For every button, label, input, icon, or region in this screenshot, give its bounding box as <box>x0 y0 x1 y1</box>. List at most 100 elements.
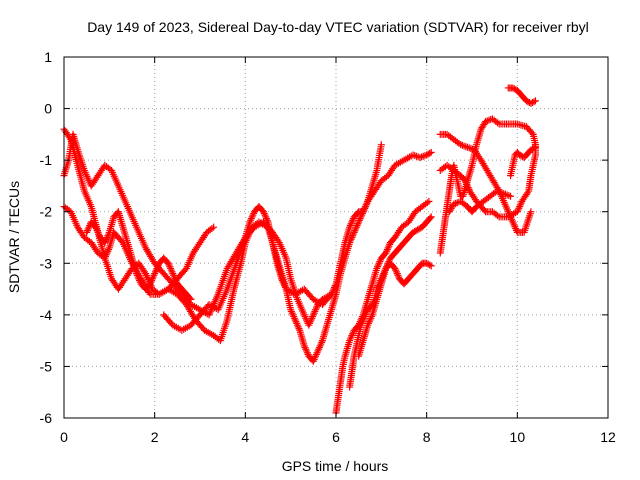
data-point <box>301 313 309 321</box>
data-point <box>513 208 521 216</box>
data-point <box>427 262 435 270</box>
data-point <box>310 356 318 364</box>
data-point <box>414 226 422 234</box>
data-point <box>423 259 431 267</box>
data-point <box>382 264 390 272</box>
data-point <box>366 316 374 324</box>
data-point <box>527 146 535 154</box>
data-point <box>356 215 364 223</box>
data-point <box>360 206 368 214</box>
data-point <box>463 182 471 190</box>
x-tick-label: 12 <box>600 429 616 445</box>
data-point <box>288 309 296 317</box>
data-point <box>373 264 381 272</box>
data-point <box>102 252 110 260</box>
series-track-12 <box>504 84 539 107</box>
data-point <box>467 145 475 153</box>
data-point <box>315 344 323 352</box>
data-point <box>292 318 300 326</box>
data-point <box>259 208 267 216</box>
data-point <box>135 275 143 283</box>
data-point <box>210 223 218 231</box>
data-point <box>303 347 311 355</box>
data-point <box>392 266 400 274</box>
data-point <box>102 235 110 243</box>
data-point <box>450 200 458 208</box>
data-point <box>291 316 299 324</box>
data-point <box>287 307 295 315</box>
data-point <box>392 268 400 276</box>
data-point <box>329 287 337 295</box>
data-point <box>349 216 357 224</box>
data-point <box>528 145 536 153</box>
data-point <box>527 99 535 107</box>
series-track-14 <box>83 208 195 303</box>
y-tick-labels: 1 0 -1 -2 -3 -4 -5 -6 <box>40 49 53 426</box>
data-point <box>359 208 367 216</box>
data-point <box>293 321 301 329</box>
data-point <box>391 264 399 272</box>
data-point <box>303 349 311 357</box>
data-point <box>385 258 393 266</box>
data-point <box>154 263 162 271</box>
data-point <box>426 149 434 157</box>
data-point <box>262 213 270 221</box>
data-point <box>528 99 536 107</box>
data-point <box>309 311 317 319</box>
data-point <box>167 266 175 274</box>
data-point <box>347 333 355 341</box>
data-point <box>83 227 91 235</box>
series-track-4 <box>160 218 335 334</box>
data-point <box>416 154 424 162</box>
data-point <box>306 318 314 326</box>
data-point <box>302 314 310 322</box>
data-point <box>527 208 535 216</box>
data-point <box>134 273 142 281</box>
y-tick-label: -4 <box>40 307 53 323</box>
data-point <box>150 271 158 279</box>
data-point <box>168 268 176 276</box>
data-point <box>318 338 326 346</box>
data-point <box>412 152 420 160</box>
x-tick-label: 6 <box>332 429 340 445</box>
data-point <box>247 216 255 224</box>
data-point <box>461 177 469 185</box>
data-point <box>151 268 159 276</box>
data-point <box>460 142 468 150</box>
data-point <box>249 211 257 219</box>
data-point <box>487 116 495 124</box>
data-point <box>312 306 320 314</box>
data-point <box>248 213 256 221</box>
x-tick-label: 2 <box>151 429 159 445</box>
data-point <box>84 225 92 233</box>
data-point <box>498 189 506 197</box>
data-point <box>350 228 358 236</box>
data-point <box>246 218 254 226</box>
data-point <box>358 318 366 326</box>
data-point <box>85 223 93 231</box>
data-point <box>208 224 216 232</box>
data-point <box>530 98 538 106</box>
data-point <box>515 204 523 212</box>
data-point <box>493 187 501 195</box>
data-point <box>312 350 320 358</box>
data-point <box>494 212 501 220</box>
data-points <box>60 84 539 417</box>
data-point <box>374 263 382 271</box>
data-point <box>146 280 154 288</box>
data-point <box>302 345 310 353</box>
data-point <box>531 143 539 151</box>
data-point <box>426 261 434 269</box>
data-point <box>93 227 101 235</box>
data-point <box>349 232 357 240</box>
data-point <box>313 349 321 357</box>
data-point <box>495 188 503 196</box>
data-point <box>301 344 309 352</box>
data-point <box>311 307 319 315</box>
data-point <box>171 275 179 283</box>
data-point <box>287 306 295 314</box>
series-track-2 <box>60 130 385 319</box>
series-track-13 <box>507 143 539 180</box>
data-point <box>427 213 435 221</box>
data-point <box>148 276 156 284</box>
